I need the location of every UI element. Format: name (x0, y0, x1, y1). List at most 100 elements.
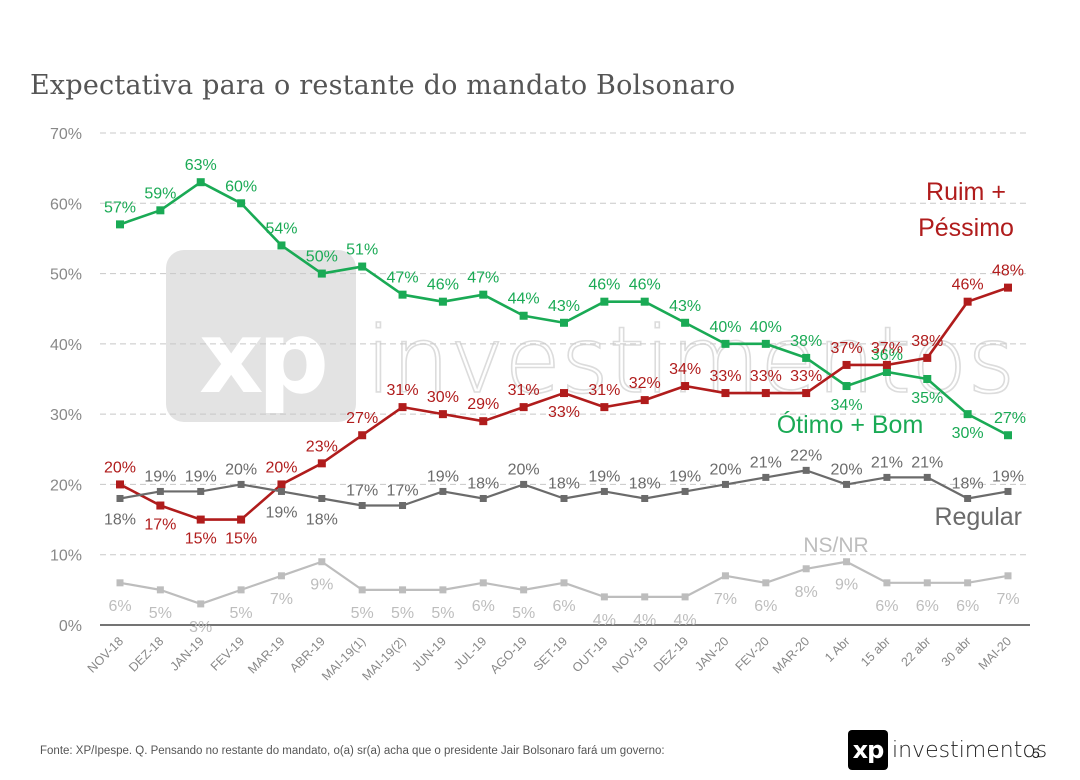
data-label: 46% (629, 277, 661, 294)
data-point (560, 494, 568, 502)
data-point (842, 360, 851, 369)
chart-title: Expectativa para o restante do mandato B… (30, 70, 736, 101)
data-label: 35% (911, 390, 943, 407)
data-label: 5% (149, 605, 172, 622)
data-label: 21% (750, 454, 782, 471)
x-tick-label: SET-19 (531, 634, 570, 673)
x-tick-label: FEV-20 (733, 634, 772, 673)
data-label: 6% (916, 598, 939, 615)
data-label: 29% (467, 396, 499, 413)
data-point (964, 579, 972, 587)
data-point (640, 297, 649, 306)
x-tick-label: 22 abr (898, 634, 933, 669)
data-point (439, 586, 447, 594)
data-point (237, 586, 245, 594)
watermark-badge-text: xp (199, 299, 326, 416)
y-tick-label: 0% (59, 618, 82, 635)
data-point (802, 353, 811, 362)
data-point (156, 586, 164, 594)
data-label: 6% (754, 598, 777, 615)
x-tick-label: JUL-19 (451, 634, 489, 672)
data-label: 46% (427, 277, 459, 294)
data-point (398, 290, 407, 299)
data-point (721, 572, 729, 580)
xp-logo-badge: xp (848, 730, 888, 770)
data-label: 7% (996, 591, 1019, 608)
data-label: 19% (588, 468, 620, 485)
data-label: 47% (467, 270, 499, 287)
y-tick-label: 40% (50, 337, 82, 354)
data-point (156, 487, 164, 495)
data-label: 31% (508, 382, 540, 399)
data-point (196, 178, 205, 187)
x-tick-label: ABR-19 (287, 634, 328, 675)
data-label: 40% (750, 319, 782, 336)
data-label: 63% (185, 157, 217, 174)
data-label: 32% (629, 375, 661, 392)
x-tick-label: JAN-19 (167, 634, 206, 673)
data-label: 20% (508, 461, 540, 478)
data-point (520, 480, 528, 488)
data-point (600, 593, 608, 601)
x-tick-label: MAR-20 (770, 634, 812, 676)
data-point (519, 403, 528, 412)
data-label: 60% (225, 178, 257, 195)
data-label: 46% (952, 277, 984, 294)
data-point (237, 480, 245, 488)
x-tick-label: OUT-19 (570, 634, 611, 675)
data-point (116, 220, 124, 229)
data-point (843, 480, 851, 488)
data-label: 5% (230, 605, 253, 622)
data-label: 17% (346, 483, 378, 500)
data-point (358, 262, 367, 271)
data-point (358, 586, 366, 594)
data-label: 4% (674, 612, 697, 629)
data-label: 50% (306, 249, 338, 266)
data-point (1004, 283, 1012, 292)
data-label: 5% (431, 605, 454, 622)
data-label: 18% (104, 511, 136, 528)
data-point (761, 389, 770, 398)
data-point (560, 318, 568, 327)
y-tick-label: 70% (50, 126, 82, 143)
data-point (681, 318, 690, 327)
data-point (600, 403, 609, 412)
data-point (116, 494, 124, 502)
data-point (358, 502, 366, 510)
data-point (277, 241, 286, 250)
x-tick-label: MAI-19(2) (359, 634, 408, 683)
data-point (277, 487, 285, 495)
data-point (883, 473, 891, 481)
data-point (560, 389, 568, 398)
data-point (802, 389, 811, 398)
data-label: 33% (709, 368, 741, 385)
data-label: 43% (669, 298, 701, 315)
data-point (479, 290, 488, 299)
data-label: 19% (265, 504, 297, 521)
y-tick-label: 60% (50, 196, 82, 213)
data-label: 44% (508, 291, 540, 308)
data-point (318, 494, 326, 502)
data-label: 17% (387, 483, 419, 500)
data-point (762, 473, 770, 481)
data-point (438, 297, 447, 306)
data-point (923, 375, 932, 383)
y-tick-label: 10% (50, 548, 82, 565)
series-name-label: Regular (934, 503, 1022, 531)
data-label: 31% (588, 382, 620, 399)
data-label: 9% (835, 577, 858, 594)
data-label: 4% (633, 612, 656, 629)
data-label: 33% (790, 368, 822, 385)
data-point (1004, 431, 1012, 440)
xp-logo-text: investimentos (892, 737, 1048, 763)
data-label: 17% (144, 517, 176, 534)
data-point (519, 311, 528, 320)
data-label: 18% (629, 475, 661, 492)
x-tick-label: 15 abr (858, 634, 893, 669)
data-point (277, 480, 286, 489)
data-point (317, 269, 326, 278)
y-tick-label: 30% (50, 407, 82, 424)
data-point (842, 382, 851, 391)
data-label: 7% (714, 591, 737, 608)
source-footnote: Fonte: XP/Ipespe. Q. Pensando no restant… (40, 745, 665, 757)
